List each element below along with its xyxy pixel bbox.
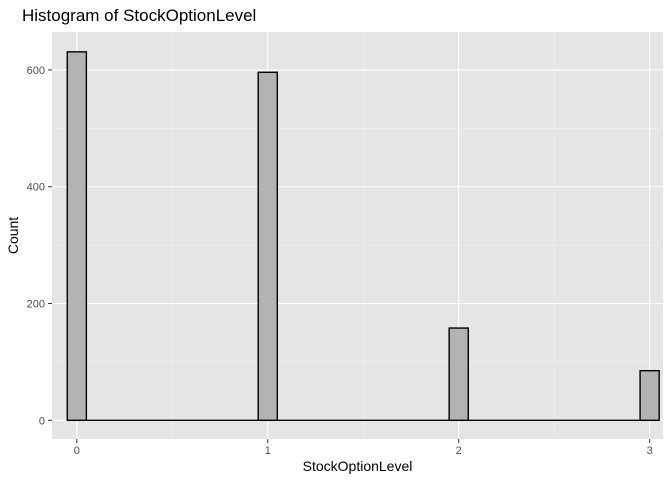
y-tick-label: 200 [27,299,45,311]
chart-title: Histogram of StockOptionLevel [22,6,256,25]
minor-gridlines [52,32,663,439]
histogram-bars [66,51,660,422]
y-tick-label: 400 [27,182,45,194]
y-tick-label: 0 [39,415,45,427]
plot-panel [52,32,663,439]
x-tick-label: 3 [647,445,653,457]
x-tick-label: 0 [74,445,80,457]
y-axis: 0 200 400 600 [27,65,52,427]
histogram-bar-2 [448,327,469,422]
y-tick-label: 600 [27,65,45,77]
x-tick-label: 1 [265,445,271,457]
histogram-bar-1 [257,71,279,422]
y-axis-label: Count [5,217,21,254]
x-tick-label: 2 [456,445,462,457]
histogram-bar-3 [639,369,660,422]
x-axis-label: StockOptionLevel [303,458,413,474]
x-axis: 0 1 2 3 [74,439,653,457]
histogram-bar-0 [66,51,88,422]
